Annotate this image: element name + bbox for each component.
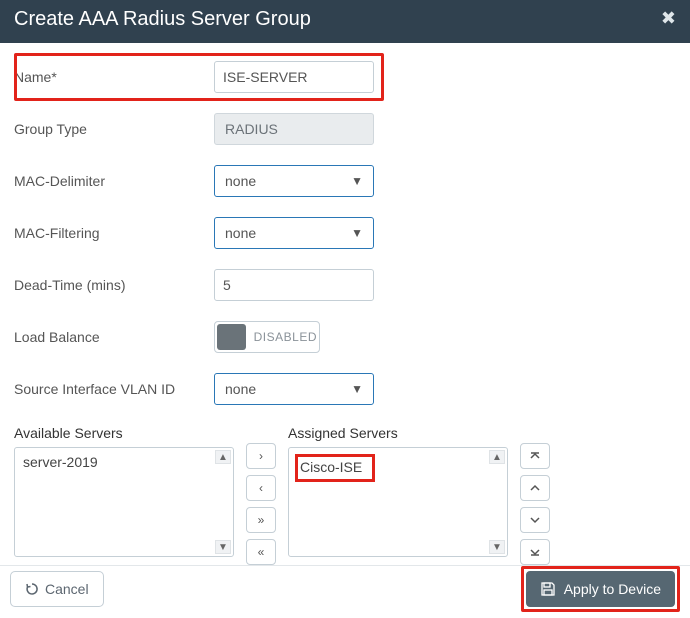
move-all-left-button[interactable]: « bbox=[246, 539, 276, 565]
list-item[interactable]: Cisco-ISE bbox=[300, 459, 362, 475]
chevron-bottom-icon bbox=[529, 546, 541, 558]
label-group-type: Group Type bbox=[14, 121, 214, 137]
assigned-servers-column: Assigned Servers Cisco-ISE ▲ ▼ bbox=[288, 425, 508, 565]
move-right-button[interactable]: › bbox=[246, 443, 276, 469]
label-src-vlan: Source Interface VLAN ID bbox=[14, 381, 214, 397]
available-servers-column: Available Servers server-2019 ▲ ▼ bbox=[14, 425, 234, 565]
scroll-up-icon[interactable]: ▲ bbox=[489, 450, 505, 464]
label-dead-time: Dead-Time (mins) bbox=[14, 277, 214, 293]
mac-delimiter-value: none bbox=[225, 173, 256, 189]
cancel-button[interactable]: Cancel bbox=[10, 571, 104, 607]
src-vlan-value: none bbox=[225, 381, 256, 397]
src-vlan-select[interactable]: none ▼ bbox=[214, 373, 374, 405]
move-left-button[interactable]: ‹ bbox=[246, 475, 276, 501]
mac-filtering-value: none bbox=[225, 225, 256, 241]
row-dead-time: Dead-Time (mins) bbox=[14, 269, 676, 301]
scroll-up-icon[interactable]: ▲ bbox=[215, 450, 231, 464]
label-name: Name* bbox=[14, 69, 214, 85]
list-item[interactable]: server-2019 bbox=[23, 454, 225, 470]
chevron-down-icon bbox=[529, 514, 541, 526]
available-servers-title: Available Servers bbox=[14, 425, 234, 441]
label-mac-filtering: MAC-Filtering bbox=[14, 225, 214, 241]
row-name: Name* bbox=[14, 61, 676, 93]
apply-label: Apply to Device bbox=[564, 581, 661, 597]
modal: Create AAA Radius Server Group ✖ Name* G… bbox=[0, 0, 690, 585]
modal-footer: Cancel Apply to Device bbox=[0, 565, 690, 618]
cancel-label: Cancel bbox=[45, 581, 89, 597]
row-load-balance: Load Balance DISABLED bbox=[14, 321, 676, 353]
toggle-knob bbox=[217, 324, 246, 350]
modal-header: Create AAA Radius Server Group ✖ bbox=[0, 0, 690, 43]
save-icon bbox=[540, 581, 556, 597]
dead-time-input[interactable] bbox=[214, 269, 374, 301]
row-mac-delimiter: MAC-Delimiter none ▼ bbox=[14, 165, 676, 197]
scroll-down-icon[interactable]: ▼ bbox=[215, 540, 231, 554]
mac-delimiter-select[interactable]: none ▼ bbox=[214, 165, 374, 197]
move-bottom-button[interactable] bbox=[520, 539, 550, 565]
mover-buttons: › ‹ » « bbox=[246, 425, 276, 565]
chevron-top-icon bbox=[529, 450, 541, 462]
undo-icon bbox=[25, 582, 39, 596]
group-type-field: RADIUS bbox=[214, 113, 374, 145]
row-src-vlan: Source Interface VLAN ID none ▼ bbox=[14, 373, 676, 405]
modal-body: Name* Group Type RADIUS MAC-Delimiter no… bbox=[0, 43, 690, 565]
group-type-value: RADIUS bbox=[225, 121, 278, 137]
scroll-down-icon[interactable]: ▼ bbox=[489, 540, 505, 554]
row-mac-filtering: MAC-Filtering none ▼ bbox=[14, 217, 676, 249]
label-load-balance: Load Balance bbox=[14, 329, 214, 345]
load-balance-toggle[interactable]: DISABLED bbox=[214, 321, 320, 353]
apply-button[interactable]: Apply to Device bbox=[526, 571, 675, 607]
close-icon[interactable]: ✖ bbox=[661, 8, 676, 29]
move-up-button[interactable] bbox=[520, 475, 550, 501]
label-mac-delimiter: MAC-Delimiter bbox=[14, 173, 214, 189]
move-down-button[interactable] bbox=[520, 507, 550, 533]
chevron-up-icon bbox=[529, 482, 541, 494]
apply-highlight: Apply to Device bbox=[521, 566, 680, 612]
servers-area: Available Servers server-2019 ▲ ▼ › ‹ » … bbox=[14, 425, 676, 565]
assigned-servers-list[interactable]: Cisco-ISE ▲ ▼ bbox=[288, 447, 508, 557]
move-top-button[interactable] bbox=[520, 443, 550, 469]
chevron-down-icon: ▼ bbox=[351, 382, 363, 396]
move-all-right-button[interactable]: » bbox=[246, 507, 276, 533]
load-balance-value: DISABLED bbox=[254, 330, 317, 344]
row-group-type: Group Type RADIUS bbox=[14, 113, 676, 145]
name-input[interactable] bbox=[214, 61, 374, 93]
chevron-down-icon: ▼ bbox=[351, 226, 363, 240]
assigned-highlight: Cisco-ISE bbox=[295, 454, 375, 482]
available-servers-list[interactable]: server-2019 ▲ ▼ bbox=[14, 447, 234, 557]
modal-title: Create AAA Radius Server Group bbox=[14, 8, 311, 31]
chevron-down-icon: ▼ bbox=[351, 174, 363, 188]
assigned-servers-title: Assigned Servers bbox=[288, 425, 508, 441]
reorder-buttons bbox=[520, 425, 550, 565]
mac-filtering-select[interactable]: none ▼ bbox=[214, 217, 374, 249]
